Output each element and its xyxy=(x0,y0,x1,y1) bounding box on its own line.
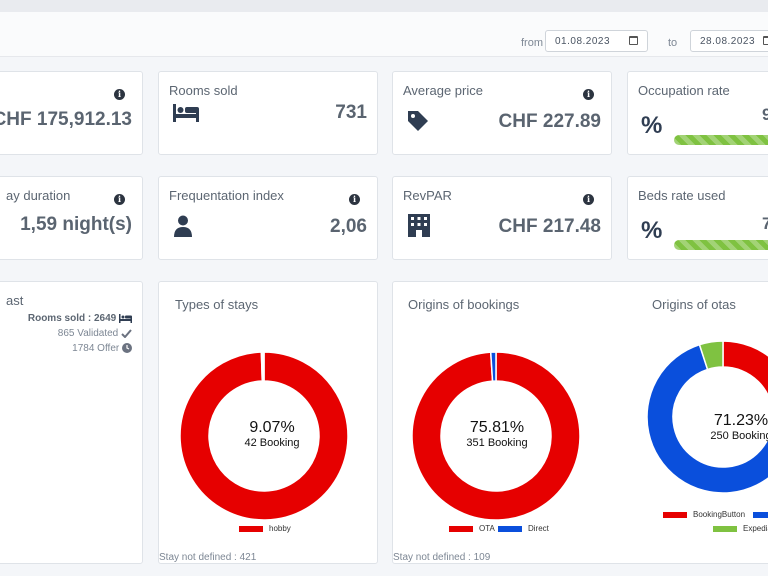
legend-swatch-red xyxy=(449,525,473,532)
frequentation-index-value: 2,06 xyxy=(330,216,367,237)
legend-ota-label: OTA xyxy=(479,524,495,533)
forecast-rooms-sold: Rooms sold : 2649 xyxy=(28,313,132,324)
rooms-sold-card: Rooms sold 731 xyxy=(158,71,378,155)
bed-icon xyxy=(173,104,199,122)
info-icon[interactable]: i xyxy=(349,194,360,205)
donut-slice-direct[interactable] xyxy=(489,351,497,382)
origins-of-bookings-bookings: 351 Booking xyxy=(466,437,528,449)
user-icon xyxy=(174,215,192,237)
donut-slice-unlabeled[interactable] xyxy=(646,343,768,494)
legend-bookingbutton-label: BookingButton xyxy=(693,510,746,519)
frequentation-index-card: Frequentation index i 2,06 xyxy=(158,176,378,260)
donut-slice-unlabeled[interactable] xyxy=(260,351,265,382)
legend-expedia-label: Expedia xyxy=(743,524,768,533)
donut-slice-hobby[interactable] xyxy=(179,351,349,521)
clock-icon xyxy=(122,343,132,354)
legend-direct-label: Direct xyxy=(528,524,549,533)
calendar-icon[interactable] xyxy=(763,36,768,45)
forecast-offer: 1784 Offer xyxy=(72,343,132,354)
origins-of-otas-center: 71.23% 250 Booking xyxy=(691,412,768,442)
types-of-stays-percent: 9.07% xyxy=(249,419,295,436)
occupation-rate-title: Occupation rate xyxy=(638,83,730,98)
price-tag-icon xyxy=(408,111,428,131)
revenue-card: i CHF 175,912.13 xyxy=(0,71,143,155)
legend-hobby[interactable]: hobby xyxy=(239,524,291,533)
forecast-validated-text: 865 Validated xyxy=(57,328,119,339)
rooms-sold-title: Rooms sold xyxy=(169,83,238,98)
origins-of-otas-title: Origins of otas xyxy=(652,297,736,312)
bed-icon xyxy=(119,313,132,323)
revpar-value: CHF 217.48 xyxy=(498,216,601,237)
legend-direct[interactable]: Direct xyxy=(498,524,549,533)
donut-slice-expedia[interactable] xyxy=(698,340,724,371)
legend-swatch-red xyxy=(663,511,687,518)
origins-of-bookings-title: Origins of bookings xyxy=(408,297,520,312)
origins-of-bookings-center: 75.81% 351 Booking xyxy=(447,419,547,449)
origins-of-otas-bookings: 250 Booking xyxy=(710,430,768,442)
info-icon[interactable]: i xyxy=(114,89,125,100)
to-label: to xyxy=(668,37,678,49)
occupation-progress-bar xyxy=(674,135,768,145)
forecast-card: ast Rooms sold : 2649 865 Validated 1784… xyxy=(0,281,143,564)
from-date-input[interactable]: 01.08.2023 xyxy=(545,30,648,52)
revpar-card: RevPAR i CHF 217.48 xyxy=(392,176,612,260)
origins-card: Origins of bookings Origins of otas 75.8… xyxy=(392,281,768,564)
types-of-stays-footer: Stay not defined : 421 xyxy=(159,552,257,563)
types-of-stays-card: Types of stays 9.07% 42 Booking hobby St… xyxy=(158,281,378,564)
rooms-sold-value: 731 xyxy=(335,102,367,123)
legend-bookingbutton[interactable]: BookingButton xyxy=(663,510,768,519)
info-icon[interactable]: i xyxy=(114,194,125,205)
types-of-stays-center: 9.07% 42 Booking xyxy=(222,419,322,449)
beds-rate-card: Beds rate used % 7 xyxy=(627,176,768,260)
info-icon[interactable]: i xyxy=(583,89,594,100)
origins-of-otas-percent: 71.23% xyxy=(713,412,768,429)
revpar-title: RevPAR xyxy=(403,188,452,203)
date-filter-bar: from 01.08.2023 to 28.08.2023 xyxy=(0,12,768,57)
from-date-value: 01.08.2023 xyxy=(555,36,611,47)
check-icon xyxy=(121,329,132,339)
legend-hobby-label: hobby xyxy=(269,524,291,533)
beds-rate-title: Beds rate used xyxy=(638,188,726,203)
percent-icon: % xyxy=(641,112,663,139)
beds-rate-progress-bar xyxy=(674,240,768,250)
average-price-value: CHF 227.89 xyxy=(498,111,601,132)
to-date-input[interactable]: 28.08.2023 xyxy=(690,30,768,52)
stay-duration-value: 1,59 night(s) xyxy=(20,214,132,235)
hotel-building-icon xyxy=(408,214,430,237)
types-of-stays-bookings: 42 Booking xyxy=(244,437,300,449)
forecast-offer-text: 1784 Offer xyxy=(72,343,120,354)
forecast-validated: 865 Validated xyxy=(58,328,132,339)
average-price-card: Average price i CHF 227.89 xyxy=(392,71,612,155)
beds-rate-value: 7 xyxy=(762,214,768,234)
legend-swatch-blue xyxy=(498,525,522,532)
types-of-stays-donut xyxy=(179,351,349,521)
from-label: from xyxy=(521,37,543,49)
occupation-rate-card: Occupation rate % 9 xyxy=(627,71,768,155)
origins-of-otas-donut xyxy=(646,340,768,494)
top-strip xyxy=(0,0,768,12)
legend-expedia[interactable]: Expedia xyxy=(713,524,768,533)
legend-swatch-red xyxy=(239,525,263,532)
origins-of-bookings-percent: 75.81% xyxy=(469,419,525,436)
origins-of-bookings-footer: Stay not defined : 109 xyxy=(393,552,491,563)
legend-swatch-blue xyxy=(753,511,768,518)
frequentation-index-title: Frequentation index xyxy=(169,188,284,203)
occupation-rate-value: 9 xyxy=(762,105,768,125)
forecast-title: ast xyxy=(6,293,24,308)
percent-icon: % xyxy=(641,217,663,244)
forecast-rooms-sold-text: Rooms sold : 2649 xyxy=(27,313,117,324)
origins-of-bookings-donut xyxy=(411,351,581,521)
stay-duration-card: ay duration i 1,59 night(s) xyxy=(0,176,143,260)
legend-swatch-green xyxy=(713,525,737,532)
info-icon[interactable]: i xyxy=(583,194,594,205)
types-of-stays-title: Types of stays xyxy=(175,297,259,312)
calendar-icon[interactable] xyxy=(629,36,638,45)
revenue-value: CHF 175,912.13 xyxy=(0,109,132,130)
to-date-value: 28.08.2023 xyxy=(700,36,756,47)
average-price-title: Average price xyxy=(403,83,483,98)
stay-duration-title: ay duration xyxy=(6,188,71,203)
donut-slice-ota[interactable] xyxy=(411,351,581,521)
legend-ota[interactable]: OTA xyxy=(449,524,495,533)
donut-slice-bookingbutton[interactable] xyxy=(722,340,768,417)
